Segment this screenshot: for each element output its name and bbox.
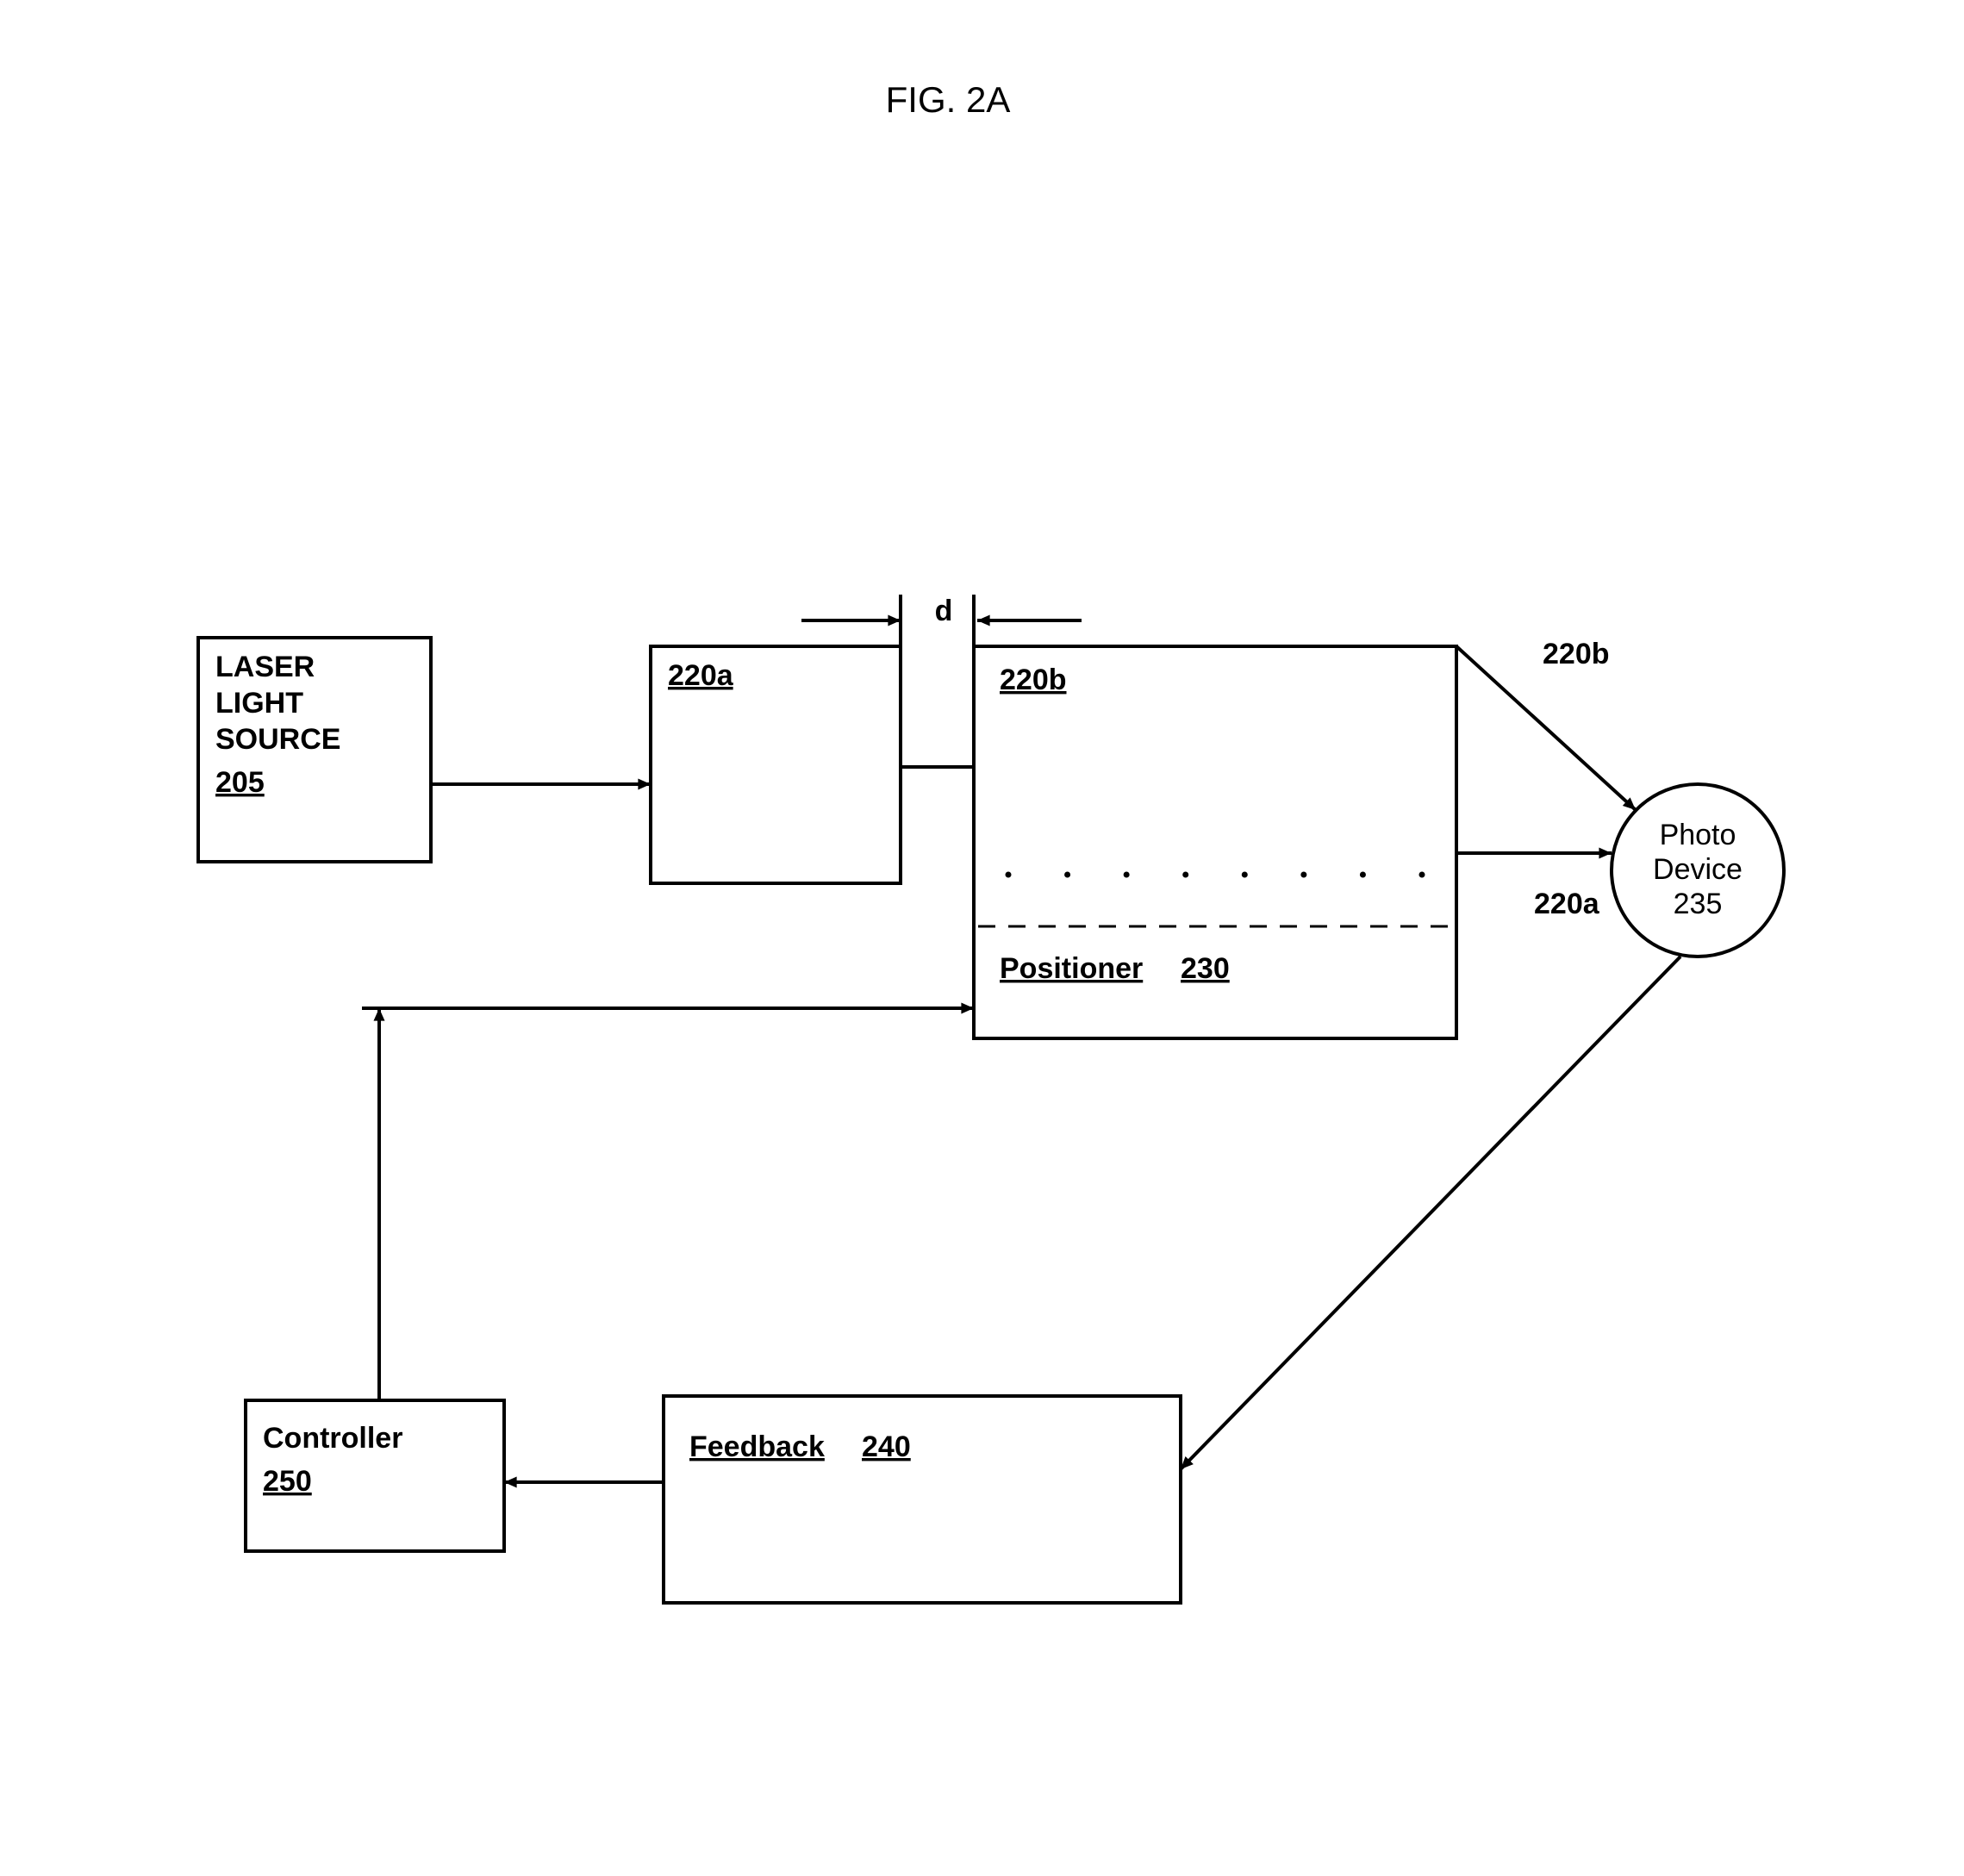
controller-ref: 250 (263, 1465, 312, 1498)
block-b-dot (1064, 872, 1070, 878)
laser-ref: 205 (215, 766, 265, 799)
block-b-dot (1300, 872, 1306, 878)
label-220a: 220a (668, 659, 734, 692)
block-b-dot (1360, 872, 1366, 878)
free-label-220b: 220b (1543, 638, 1610, 670)
laser-label-2: SOURCE (215, 723, 340, 756)
laser-label-1: LIGHT (215, 687, 303, 720)
positioner-ref: 230 (1181, 952, 1230, 985)
photo-label-0: Photo (1660, 819, 1736, 851)
block-b-dot (1419, 872, 1425, 878)
photo-label-1: Device (1653, 853, 1743, 886)
feedback-label: Feedback (689, 1430, 825, 1463)
free-label-220a: 220a (1534, 888, 1600, 920)
block-b-dot (1006, 872, 1012, 878)
figure-root: FIG. 2A LASER LIGHTSOURCE 205 220a 220b Positi… (0, 0, 1964, 1876)
diagram-layer: FIG. 2A LASER LIGHTSOURCE 205 220a 220b Positi… (198, 79, 1784, 1603)
laser-label-0: LASER (215, 651, 315, 683)
block-b-dot (1242, 872, 1248, 878)
controller-label: Controller (263, 1422, 402, 1455)
figure-title: FIG. 2A (886, 79, 1011, 120)
positioner-label: Positioner (1000, 952, 1143, 985)
gap-label-d: d (935, 595, 953, 627)
node-feedback (664, 1396, 1181, 1603)
block-b-dot (1124, 872, 1130, 878)
block-b-dot (1182, 872, 1188, 878)
photo-label-2: 235 (1674, 888, 1723, 920)
feedback-ref: 240 (862, 1430, 911, 1463)
label-220b-internal: 220b (1000, 664, 1067, 696)
